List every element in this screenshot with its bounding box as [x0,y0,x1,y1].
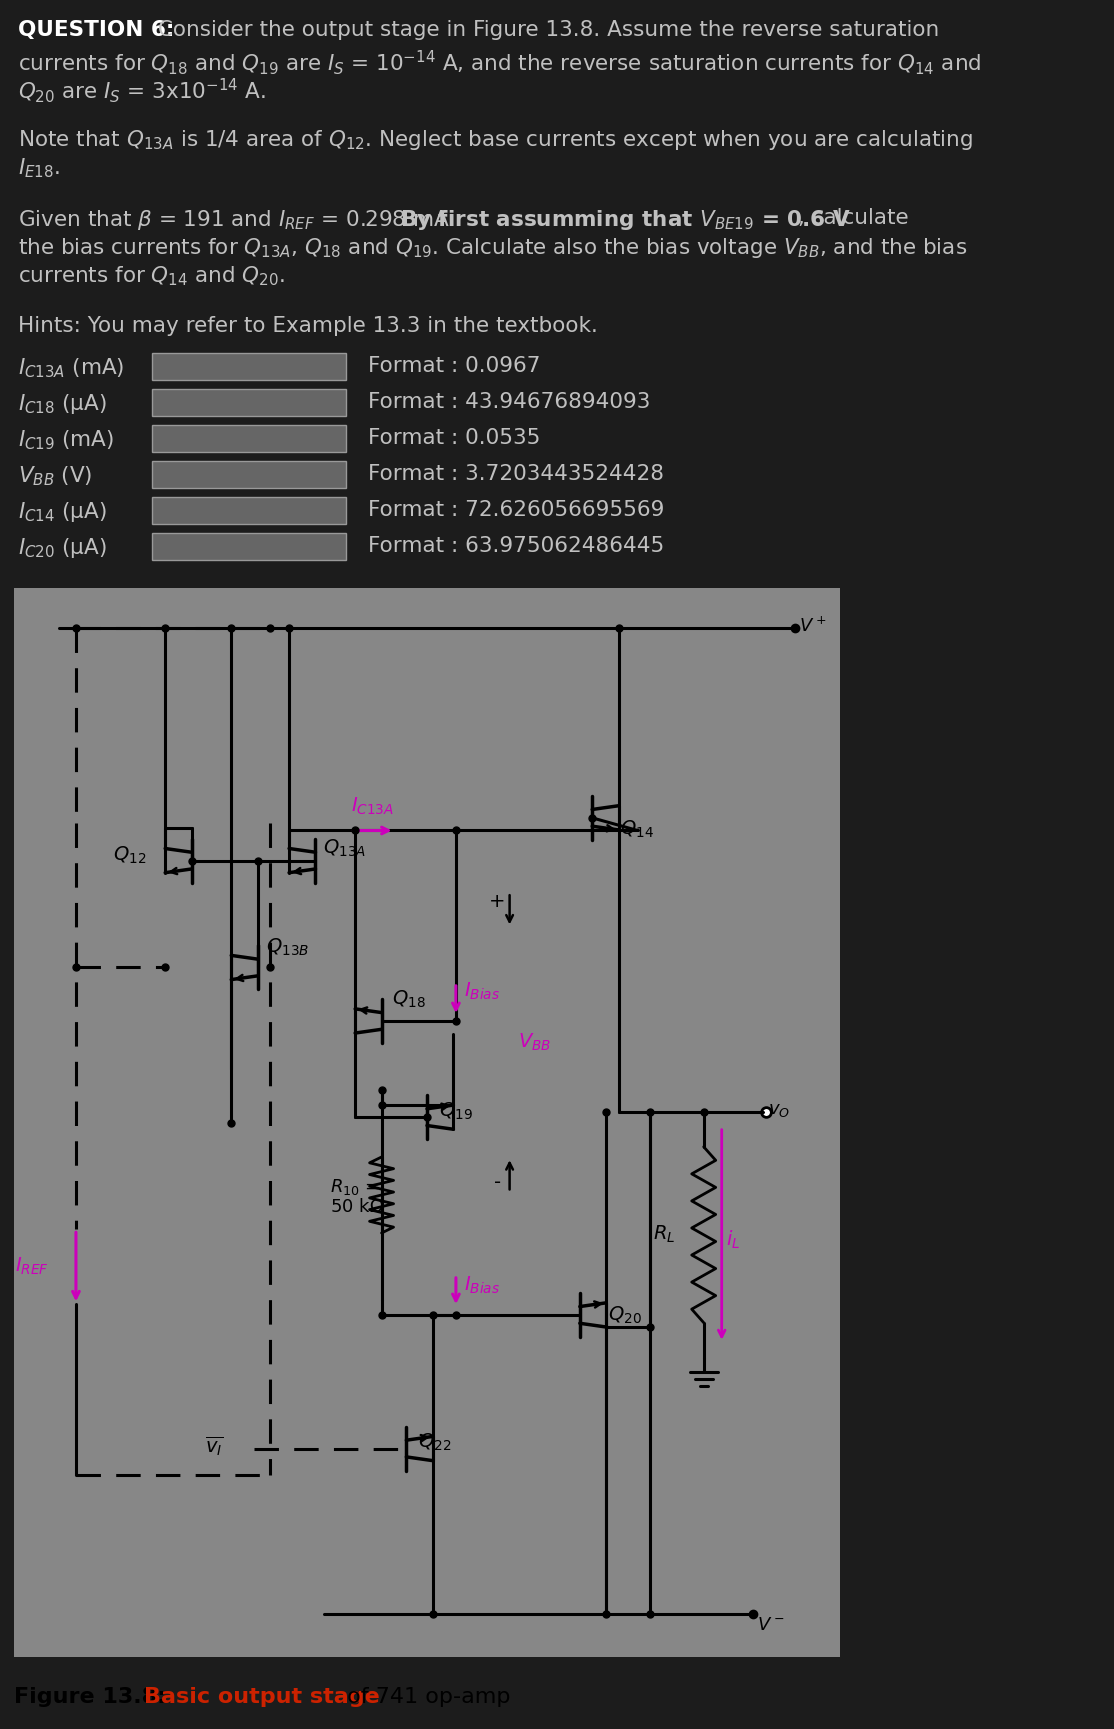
Text: $Q_{13A}$: $Q_{13A}$ [323,839,367,859]
Text: $R_{10}$ =: $R_{10}$ = [330,1177,380,1196]
Text: $I_{E18}$.: $I_{E18}$. [18,156,60,180]
Bar [152,353,346,380]
Text: $I_{Bias}$: $I_{Bias}$ [463,1274,500,1295]
Text: $I_{C20}$ (μA): $I_{C20}$ (μA) [18,536,107,560]
Text: $Q_{19}$: $Q_{19}$ [439,1100,472,1122]
Text: Format : 63.975062486445: Format : 63.975062486445 [368,536,664,557]
Text: $Q_{14}$: $Q_{14}$ [620,820,654,840]
Bar [152,462,346,488]
Text: Figure 13.8:: Figure 13.8: [14,1688,174,1707]
Text: $I_{C13A}$: $I_{C13A}$ [351,795,394,818]
Text: Hints: You may refer to Example 13.3 in the textbook.: Hints: You may refer to Example 13.3 in … [18,316,598,335]
Text: $Q_{18}$: $Q_{18}$ [391,989,426,1010]
Text: $Q_{20}$ are $I_S$ = 3x10$^{-14}$ A.: $Q_{20}$ are $I_S$ = 3x10$^{-14}$ A. [18,76,266,105]
Text: Format : 43.94676894093: Format : 43.94676894093 [368,392,651,412]
Text: By first assumming that $V_{BE19}$ = 0.6 V: By first assumming that $V_{BE19}$ = 0.6… [400,207,851,232]
Text: Consider the output stage in Figure 13.8. Assume the reverse saturation: Consider the output stage in Figure 13.8… [152,21,939,40]
Text: $i_L$: $i_L$ [725,1229,740,1250]
Bar [14,588,840,1656]
Text: $I_{Bias}$: $I_{Bias}$ [463,980,500,1001]
Text: $Q_{12}$: $Q_{12}$ [113,845,146,866]
Text: $I_{REF}$: $I_{REF}$ [14,1257,49,1278]
Text: $I_{C13A}$ (mA): $I_{C13A}$ (mA) [18,356,125,380]
Text: $Q_{13B}$: $Q_{13B}$ [265,937,309,958]
Text: $I_{C18}$ (μA): $I_{C18}$ (μA) [18,392,107,417]
Text: currents for $Q_{18}$ and $Q_{19}$ are $I_S$ = 10$^{-14}$ A, and the reverse sat: currents for $Q_{18}$ and $Q_{19}$ are $… [18,48,981,76]
Text: Basic output stage: Basic output stage [144,1688,380,1707]
Text: $R_L$: $R_L$ [654,1224,676,1245]
Text: the bias currents for $Q_{13A}$, $Q_{18}$ and $Q_{19}$. Calculate also the bias : the bias currents for $Q_{13A}$, $Q_{18}… [18,235,967,259]
Text: Format : 3.7203443524428: Format : 3.7203443524428 [368,463,664,484]
Text: +: + [489,892,506,911]
Text: of 741 op-amp: of 741 op-amp [340,1688,510,1707]
Text: $V^-$: $V^-$ [758,1617,784,1634]
Text: Format : 0.0967: Format : 0.0967 [368,356,540,375]
Text: QUESTION 6:: QUESTION 6: [18,21,175,40]
Bar [152,425,346,451]
Text: -: - [494,1174,501,1193]
Text: $Q_{20}$: $Q_{20}$ [608,1304,642,1326]
Text: , calculate: , calculate [798,207,909,228]
Bar [152,389,346,417]
Text: $I_{C19}$ (mA): $I_{C19}$ (mA) [18,429,114,451]
Text: Format : 72.626056695569: Format : 72.626056695569 [368,500,664,520]
Bar [152,496,346,524]
Text: 50 k$\Omega$: 50 k$\Omega$ [330,1198,383,1215]
Text: $Q_{22}$: $Q_{22}$ [419,1432,451,1452]
Text: $V_{BB}$: $V_{BB}$ [518,1032,550,1053]
Text: currents for $Q_{14}$ and $Q_{20}$.: currents for $Q_{14}$ and $Q_{20}$. [18,265,285,287]
Text: $V^+$: $V^+$ [799,616,825,635]
Text: Format : 0.0535: Format : 0.0535 [368,429,540,448]
Text: Given that $\beta$ = 191 and $I_{REF}$ = 0.298 mA.: Given that $\beta$ = 191 and $I_{REF}$ =… [18,207,457,232]
Text: $v_O$: $v_O$ [769,1101,790,1119]
Bar [152,533,346,560]
Text: $I_{C14}$ (μA): $I_{C14}$ (μA) [18,500,107,524]
Text: $\overline{v_I}$: $\overline{v_I}$ [205,1433,224,1458]
Text: Note that $Q_{13A}$ is 1/4 area of $Q_{12}$. Neglect base currents except when y: Note that $Q_{13A}$ is 1/4 area of $Q_{1… [18,128,973,152]
Text: $V_{BB}$ (V): $V_{BB}$ (V) [18,463,92,488]
